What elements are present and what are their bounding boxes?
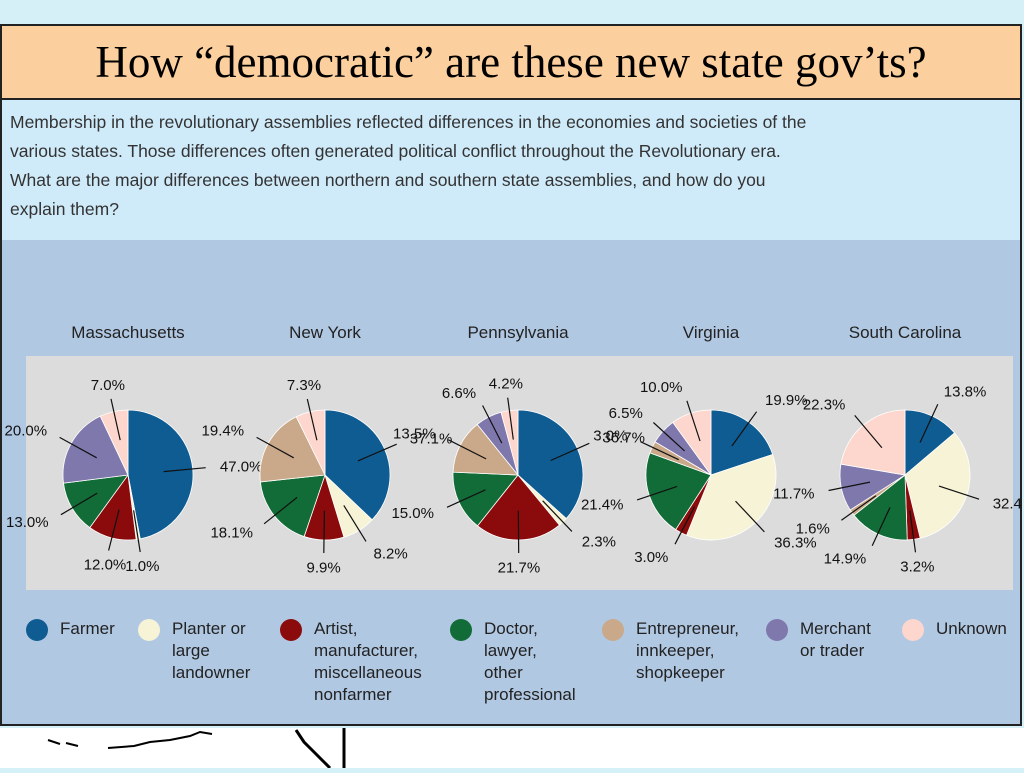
legend-swatch-farmer: [26, 619, 48, 641]
pie-title-south-carolina: South Carolina: [849, 323, 962, 342]
legend-swatch-entrepreneur: [602, 619, 624, 641]
data-label-pennsylvania-entrepreneur-innkeeper-shopkeeper: 13.5%: [393, 425, 436, 442]
data-label-massachusetts-doctor-lawyer-other-professional: 13.0%: [6, 514, 49, 531]
pie-title-new-york: New York: [289, 323, 361, 342]
slide-title: How “democratic” are these new state gov…: [95, 36, 926, 88]
data-label-south-carolina-merchant-or-trader: 11.7%: [773, 485, 814, 502]
data-label-massachusetts-merchant-or-trader: 20.0%: [5, 423, 48, 440]
legend-swatch-artist: [280, 619, 302, 641]
data-label-virginia-artist-manufacturer-miscellaneous-nonfarmer: 3.0%: [634, 549, 668, 566]
data-label-massachusetts-artist-manufacturer-miscellaneous-nonfarmer: 12.0%: [84, 556, 127, 573]
data-label-pennsylvania-unknown: 4.2%: [489, 376, 523, 393]
data-label-massachusetts-farmer: 47.0%: [220, 458, 263, 475]
data-label-south-carolina-unknown: 22.3%: [803, 397, 846, 414]
data-label-south-carolina-artist-manufacturer-miscellaneous-nonfarmer: 3.2%: [900, 559, 934, 576]
data-label-pennsylvania-artist-manufacturer-miscellaneous-nonfarmer: 21.7%: [498, 559, 541, 576]
map-fragment: [0, 728, 1024, 768]
data-label-virginia-unknown: 10.0%: [640, 379, 683, 396]
legend-swatch-unknown: [902, 619, 924, 641]
legend-swatch-merchant: [766, 619, 788, 641]
slice-south-carolina-unknown: [841, 410, 905, 475]
chart-panel: Massachusetts 47.0% 1.0%12.0% 13.0% 20.0% 7.0…: [0, 240, 1022, 726]
legend-swatch-planter: [138, 619, 160, 641]
legend-label-planter: Planter or large landowner: [172, 618, 332, 684]
data-label-new-york-unknown: 7.3%: [287, 377, 321, 394]
leader-line-new-york-2: [324, 511, 325, 553]
pie-title-virginia: Virginia: [683, 323, 740, 342]
data-label-new-york-artist-manufacturer-miscellaneous-nonfarmer: 9.9%: [306, 559, 340, 576]
data-label-south-carolina-farmer: 13.8%: [944, 383, 987, 400]
data-label-pennsylvania-planter-or-large-landowner: 2.3%: [582, 534, 616, 551]
pie-title-pennsylvania: Pennsylvania: [467, 323, 569, 342]
data-label-south-carolina-planter-or-large-landowner: 32.4%: [993, 496, 1022, 513]
data-label-new-york-doctor-lawyer-other-professional: 18.1%: [210, 525, 253, 542]
data-label-massachusetts-unknown: 7.0%: [91, 377, 125, 394]
legend-swatch-doctor: [450, 619, 472, 641]
data-label-virginia-doctor-lawyer-other-professional: 21.4%: [581, 497, 624, 514]
data-label-virginia-entrepreneur-innkeeper-shopkeeper: 3.0%: [593, 428, 627, 445]
data-label-virginia-farmer: 19.9%: [765, 392, 808, 409]
map-outline: [0, 728, 1024, 768]
data-label-south-carolina-entrepreneur-innkeeper-shopkeeper: 1.6%: [796, 521, 830, 538]
data-label-new-york-entrepreneur-innkeeper-shopkeeper: 19.4%: [202, 423, 245, 440]
data-label-new-york-planter-or-large-landowner: 8.2%: [374, 546, 408, 563]
data-label-virginia-merchant-or-trader: 6.5%: [609, 405, 643, 422]
intro-text: Membership in the revolutionary assembli…: [10, 108, 810, 224]
intro-panel: Membership in the revolutionary assembli…: [0, 100, 1022, 240]
data-label-pennsylvania-doctor-lawyer-other-professional: 15.0%: [391, 505, 434, 522]
data-label-pennsylvania-merchant-or-trader: 6.6%: [442, 385, 476, 402]
legend-label-unknown: Unknown: [936, 618, 1024, 640]
pie-title-massachusetts: Massachusetts: [71, 323, 184, 342]
slide-title-bar: How “democratic” are these new state gov…: [0, 24, 1022, 100]
data-label-south-carolina-doctor-lawyer-other-professional: 14.9%: [824, 551, 867, 568]
slice-massachusetts-farmer: [128, 410, 193, 539]
data-label-massachusetts-planter-or-large-landowner: 1.0%: [125, 558, 159, 575]
